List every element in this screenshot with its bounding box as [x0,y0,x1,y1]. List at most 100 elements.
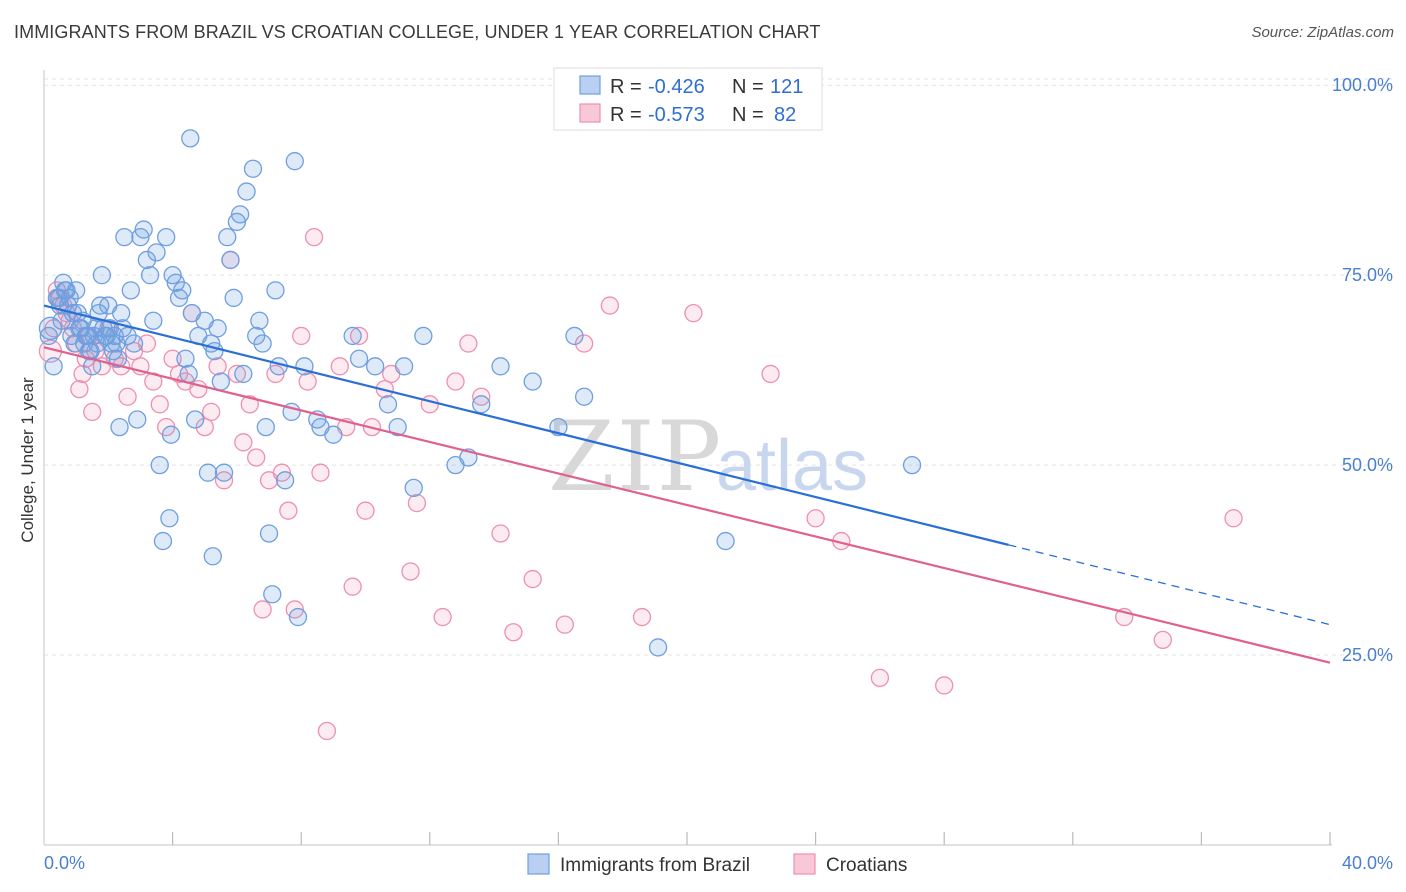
y-tick-label: 100.0% [1332,75,1393,95]
croatians-point [292,326,311,346]
croatians-point [208,357,227,376]
legend-swatch-brazil [527,853,550,875]
trend-lines [43,304,1331,664]
brazil-point [134,220,153,239]
stats-legend: R = -0.426 N = 121 R = -0.573 N = 82 [553,67,823,131]
brazil-point [349,349,369,368]
brazil-point [388,417,407,437]
brazil-point [140,265,160,285]
watermark: ZIP atlas [548,401,868,513]
brazil-point [150,455,169,475]
y-tick-label: 50.0% [1342,455,1393,475]
brazil-point [224,288,243,308]
croatians-point [1224,509,1243,528]
brazil-point [208,319,227,338]
brazil-point [107,334,126,353]
brazil-point [176,349,195,368]
brazil-point [78,326,97,346]
croatians-point [555,615,574,634]
brazil-point [256,417,275,437]
brazil-point [716,531,735,551]
brazil-point [253,334,272,353]
brazil-point [523,372,542,391]
brazil-point [472,395,491,414]
croatians-point [472,387,491,406]
croatians-point [935,676,954,695]
croatians-point [870,668,890,687]
croatians-point [349,326,369,346]
brazil-point [110,417,129,437]
brazil-point [378,395,398,414]
brazil-point [160,509,179,528]
croatians-point [279,501,298,520]
brazil-point [565,326,584,346]
brazil-point [214,463,234,482]
chart-source: Source: ZipAtlas.com [1251,24,1394,41]
stats-swatch-pink [579,103,601,123]
croatians-point [202,402,221,422]
croatians-point [504,623,523,642]
y-tick-label: 25.0% [1342,645,1393,665]
brazil-point [198,463,218,482]
y-tick-label: 75.0% [1342,265,1393,285]
croatians-point [118,387,137,406]
brazil-point [414,326,433,346]
croatians-point [214,471,234,490]
croatians-point [304,228,324,247]
brazil-point [288,607,308,627]
brazil-point [38,316,63,340]
brazil-point [147,243,166,262]
brazil-point [115,228,134,247]
brazil-point [234,364,253,384]
croatians-point [163,349,182,368]
croatians-point [761,364,780,384]
brazil-trend-line [43,304,1009,546]
watermark-atlas: atlas [716,426,868,506]
stats-n-value-2: 82 [774,104,796,126]
brazil-point [179,364,198,384]
brazil-point [218,228,237,247]
croatians-point [73,364,92,384]
croatians-point [459,334,478,353]
brazil-point [137,250,157,270]
brazil-point [44,357,63,376]
brazil-point [230,205,250,224]
stats-n-label-1: N = [732,76,764,98]
stats-r-label-1: R = [610,76,642,98]
croatians-point [311,463,330,482]
brazil-point [39,326,58,346]
brazil-point [181,129,200,148]
croatians-trend-line [43,346,1331,664]
croatians-point [574,334,594,353]
croatians-point [523,569,542,589]
croatians-point [330,357,349,376]
brazil-point [574,387,594,406]
croatians-point [600,296,619,315]
brazil-point [112,303,131,323]
croatians-point [806,509,825,528]
brazil-point [153,531,173,551]
croatians-point [137,334,157,353]
brazil-point [221,250,240,270]
croatians-point [433,607,452,627]
brazil-point [144,311,163,330]
chart-title: IMMIGRANTS FROM BRAZIL VS CROATIAN COLLE… [14,22,821,42]
brazil-point [87,334,107,353]
brazil-point [113,319,132,338]
brazil-point [243,159,263,178]
stats-r-label-2: R = [610,104,642,126]
croatians-point [150,395,169,414]
croatians-point [240,395,259,414]
croatians-point [253,600,272,619]
stats-n-label-2: N = [732,104,764,126]
brazil-point [263,585,282,604]
x-tick-label-min: 0.0% [44,853,85,873]
croatians-point [401,562,420,581]
legend-swatch-croatians [793,853,816,875]
croatians-point [632,607,652,627]
brazil-point [128,410,147,429]
croatians-point [247,448,266,467]
brazil-point [157,228,176,247]
brazil-point [285,152,304,171]
